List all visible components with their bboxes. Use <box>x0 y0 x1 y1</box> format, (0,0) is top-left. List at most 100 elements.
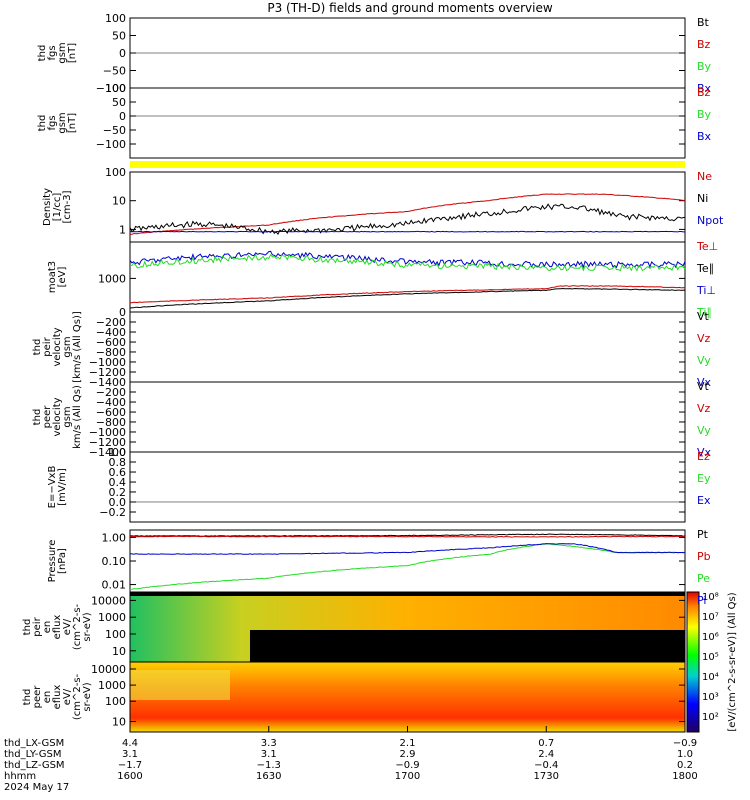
xaxis-row-3-value-1: 1630 <box>256 771 281 782</box>
xaxis-row-0-value-2: 2.1 <box>400 738 416 749</box>
legend-fgs1-1: Bz <box>697 38 711 51</box>
ytick-label-fgs2-0: 100 <box>105 82 126 95</box>
colorbar-tick-2: 10⁶ <box>702 632 719 643</box>
colorbar-frame <box>686 591 700 733</box>
legend-pressure-1: Pb <box>697 550 711 563</box>
ytick-label-vi-0: 0 <box>119 306 126 319</box>
ylabel-fgs2-2: gsm <box>57 112 68 133</box>
colorbar-tick-0: 10⁸ <box>702 592 719 603</box>
legend-vi-0: Vt <box>697 310 710 323</box>
ytick-label-vi-7: −1400 <box>89 376 126 389</box>
xaxis-row-label-0: thd_LX-GSM <box>4 738 64 749</box>
legend-fgs1-0: Bt <box>697 16 710 29</box>
ylabel-fgs1-2: gsm <box>57 42 68 63</box>
ylabel-espec-4: eV/ <box>62 688 73 705</box>
legend-ve-3: Vx <box>697 446 712 459</box>
xaxis-row-2-value-2: −0.9 <box>395 760 419 771</box>
legend-fgs2-1: By <box>697 108 712 121</box>
ylabel-espec-6: sr-eV) <box>82 682 93 711</box>
series-temp-6 <box>129 253 686 272</box>
ylabel-espec-1: peer <box>32 685 43 709</box>
xaxis-row-0-value-1: 3.3 <box>261 738 277 749</box>
ytick-label-vi-4: −800 <box>96 346 126 359</box>
ytick-label-pressure-2: 0.01 <box>102 579 127 592</box>
ytick-label-fgs1-3: −50 <box>103 65 126 78</box>
ytick-label-vi-3: −600 <box>96 336 126 349</box>
series-temp-4 <box>129 287 686 309</box>
ylabel-vi-2: velocity <box>52 327 63 366</box>
ylabel-espec-3: eflux <box>52 685 63 710</box>
ytick-label-fgs2-4: −100 <box>96 138 126 151</box>
xaxis-row-1-value-4: 1.0 <box>677 749 693 760</box>
panel-frame-fgs2 <box>129 87 686 159</box>
ytick-label-ispec-1: 1000 <box>98 611 126 624</box>
ytick-label-fgs2-2: 0 <box>119 110 126 123</box>
legend-vi-1: Vz <box>697 332 711 345</box>
series-density-2 <box>129 230 685 233</box>
xaxis-row-1-value-2: 2.9 <box>400 749 416 760</box>
ytick-label-vi-2: −400 <box>96 326 126 339</box>
legend-temp-3: Ti∥ <box>696 306 712 319</box>
ylabel-fgs2-1: fgs <box>47 115 58 130</box>
ytick-label-fgs1-0: 100 <box>105 12 126 25</box>
colorbar-tick-3: 10⁵ <box>702 652 719 663</box>
colorbar-tick-6: 10² <box>702 712 719 723</box>
ion-spectrogram-low-energy-gap <box>250 630 685 662</box>
ylabel-pressure-1: [nPa] <box>57 548 68 574</box>
xaxis-row-label-2: thd_LZ-GSM <box>4 760 65 771</box>
ylabel-efield-1: [mV/m] <box>57 468 68 506</box>
legend-vi-3: Vx <box>697 376 712 389</box>
ylabel-fgs1-1: fgs <box>47 45 58 60</box>
legend-fgs2-0: Bz <box>697 86 711 99</box>
ylabel-ispec-6: sr-eV) <box>82 612 93 641</box>
xaxis-row-3-value-0: 1600 <box>117 771 142 782</box>
ylabel-density-2: [cm-3] <box>62 190 73 223</box>
ylabel-ve-4: km/s (All Qs) <box>72 385 83 449</box>
series-pressure-8 <box>129 535 686 538</box>
ytick-label-fgs1-2: 0 <box>119 47 126 60</box>
ytick-label-espec-3: 10 <box>112 716 126 729</box>
legend-temp-1: Te∥ <box>696 262 714 275</box>
data-quality-bar <box>130 161 685 168</box>
panel-frame-efield <box>129 451 686 523</box>
legend-efield-2: Ex <box>697 494 711 507</box>
ytick-label-ispec-3: 10 <box>112 645 126 658</box>
electron-spectrogram-early <box>130 670 230 700</box>
ytick-label-ve-1: −400 <box>96 396 126 409</box>
xaxis-row-1-value-0: 3.1 <box>122 749 138 760</box>
legend-ve-2: Vy <box>697 424 711 437</box>
ylabel-efield-0: E=−VxB <box>47 466 58 509</box>
ytick-label-efield-2: 0.6 <box>109 466 127 479</box>
legend-density-1: Ni <box>697 192 708 205</box>
ytick-label-ispec-0: 10000 <box>91 594 126 607</box>
ylabel-fgs1-3: [nT] <box>67 43 78 63</box>
panel-frame-pressure <box>129 529 686 593</box>
ytick-label-fgs2-3: −50 <box>103 124 126 137</box>
colorbar-tick-5: 10³ <box>702 692 719 703</box>
panel-frame-vi <box>129 311 686 383</box>
ylabel-ve-0: thd <box>32 409 43 426</box>
xaxis-row-label-1: thd_LY-GSM <box>4 749 61 760</box>
ylabel-ve-2: velocity <box>52 397 63 436</box>
ylabel-fgs2-0: thd <box>37 115 48 132</box>
ylabel-ispec-1: peir <box>32 616 43 636</box>
legend-vi-2: Vy <box>697 354 711 367</box>
colorbar-tick-4: 10⁴ <box>702 672 719 683</box>
ytick-label-vi-6: −1200 <box>89 366 126 379</box>
ytick-label-ispec-2: 100 <box>105 628 126 641</box>
ylabel-density-1: [1/cc] <box>52 193 63 222</box>
xaxis-row-2-value-0: −1.7 <box>118 760 142 771</box>
ylabel-vi-0: thd <box>32 339 43 356</box>
ion-spectrogram-top-band <box>130 592 685 596</box>
ytick-label-density-1: 10 <box>112 195 126 208</box>
ytick-label-vi-5: −1000 <box>89 356 126 369</box>
ytick-label-ve-3: −800 <box>96 416 126 429</box>
legend-temp-2: Ti⊥ <box>696 284 716 297</box>
ylabel-ve-3: gsm <box>62 406 73 427</box>
xaxis-row-2-value-4: 0.2 <box>677 760 693 771</box>
legend-efield-1: Ey <box>697 472 711 485</box>
legend-pressure-3: Pi <box>697 594 706 607</box>
series-pressure-10 <box>129 543 686 555</box>
xaxis-row-3-value-2: 1700 <box>395 771 420 782</box>
